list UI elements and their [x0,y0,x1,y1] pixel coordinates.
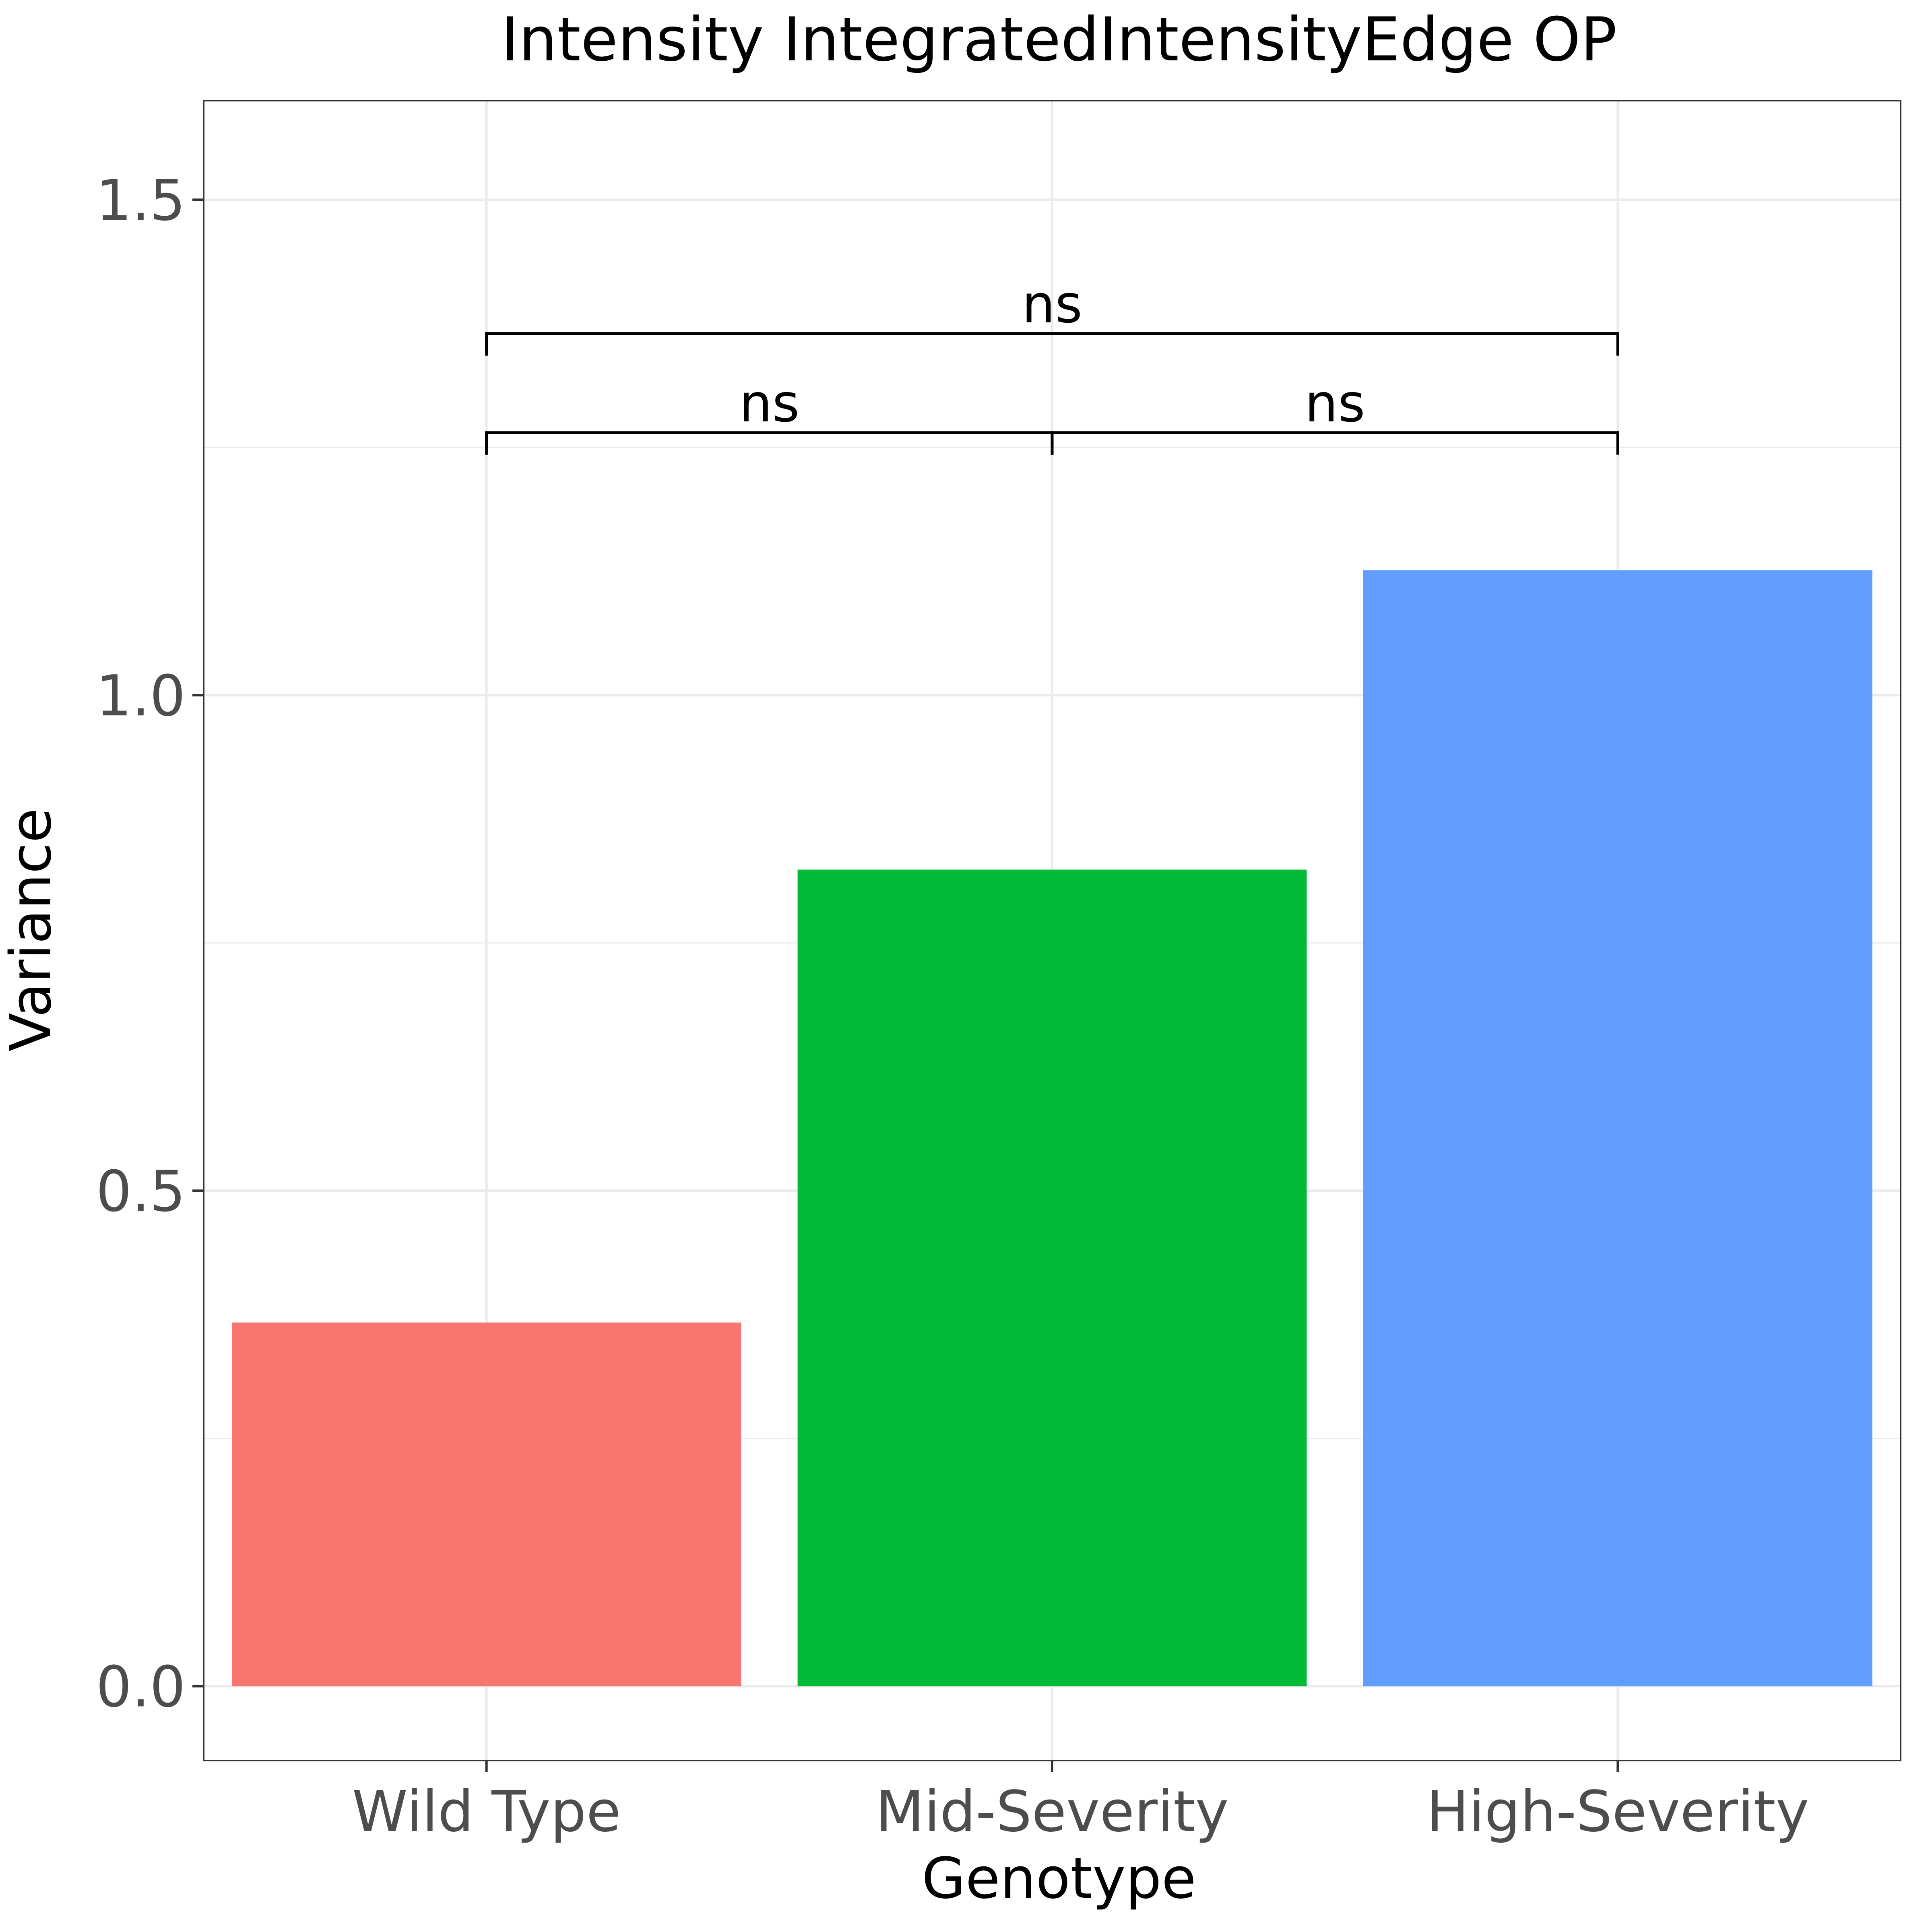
y-tick-label: 1.0 [96,663,186,729]
significance-brackets: ns ns ns [485,274,1619,455]
y-tick-label: 0.0 [96,1654,186,1720]
x-axis-ticks: Wild Type Mid-Severity High-Severity [352,1761,1809,1845]
x-tick-label: Wild Type [352,1779,621,1845]
y-axis-title: Variance [0,808,64,1052]
chart-title: Intensity IntegratedIntensityEdge OP [501,5,1617,75]
significance-label: ns [739,373,799,434]
significance-bracket [485,431,1054,455]
y-tick-label: 1.5 [96,168,186,233]
y-axis-ticks: 0.0 0.5 1.0 1.5 [96,168,204,1720]
bar-high-severity [1363,570,1872,1686]
significance-bracket [485,332,1619,356]
significance-label: ns [1305,373,1365,434]
y-tick-label: 0.5 [96,1159,186,1224]
significance-label: ns [1022,274,1082,335]
bars [232,570,1872,1686]
x-tick-label: Mid-Severity [875,1779,1228,1845]
x-tick-label: High-Severity [1426,1779,1809,1845]
bar-wild-type [232,1322,741,1686]
x-axis-title: Genotype [922,1846,1196,1911]
bar-mid-severity [797,869,1307,1686]
significance-bracket [1051,431,1619,455]
